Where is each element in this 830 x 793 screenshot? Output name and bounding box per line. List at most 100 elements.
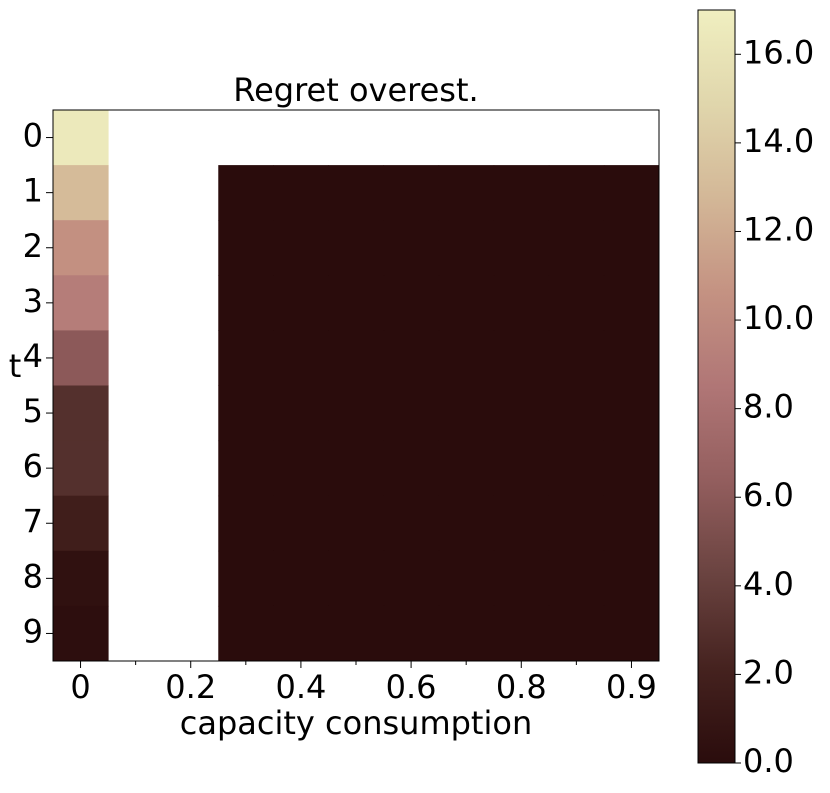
heatmap-cell	[438, 275, 495, 331]
heatmap-cell	[548, 220, 605, 276]
heatmap-cell	[603, 495, 660, 552]
heatmap-cell	[438, 330, 495, 386]
heatmap-cell	[273, 550, 329, 607]
heatmap-cell	[53, 385, 109, 442]
heatmap-cell	[53, 605, 109, 662]
heatmap-cell	[273, 495, 329, 552]
colorbar-tick-label: 2.0	[743, 653, 794, 691]
heatmap-cell	[53, 275, 109, 331]
heatmap-cell	[493, 330, 550, 386]
x-tick-label: 0.2	[165, 668, 216, 706]
heatmap-cell	[383, 220, 440, 276]
colorbar-tick-label: 12.0	[743, 210, 814, 248]
heatmap-cell	[548, 605, 605, 662]
heatmap-cell	[273, 275, 329, 331]
heatmap-cell	[218, 165, 274, 221]
heatmap-cell	[603, 330, 660, 386]
x-tick-label: 0.4	[275, 668, 326, 706]
heatmap-cell	[218, 495, 274, 552]
heatmap-cell	[273, 165, 329, 221]
heatmap-cell	[218, 605, 274, 662]
heatmap-cell	[218, 220, 274, 276]
y-tick-label: 3	[23, 282, 43, 320]
heatmap-cell	[218, 385, 274, 442]
heatmap-cell	[438, 495, 495, 552]
heatmap-cell	[493, 550, 550, 607]
heatmap-cell	[218, 440, 274, 497]
y-tick-label: 0	[23, 117, 43, 155]
heatmap-cell	[328, 385, 385, 442]
heatmap-cell	[383, 550, 440, 607]
y-tick-label: 6	[23, 447, 43, 485]
y-tick-label: 5	[23, 392, 43, 430]
heatmap-cell	[548, 440, 605, 497]
heatmap-cell	[493, 385, 550, 442]
x-tick-label: 0.6	[386, 668, 437, 706]
heatmap-cell	[603, 550, 660, 607]
y-tick-label: 4	[23, 337, 43, 375]
heatmap-cell	[493, 165, 550, 221]
x-axis-label: capacity consumption	[180, 704, 532, 742]
heatmap-cell	[328, 330, 385, 386]
heatmap-cell	[603, 385, 660, 442]
heatmap-cell	[493, 605, 550, 662]
heatmap-cell	[328, 275, 385, 331]
heatmap-cell	[548, 550, 605, 607]
heatmap-cell	[383, 275, 440, 331]
heatmap-cell	[53, 330, 109, 386]
heatmap-cell	[493, 440, 550, 497]
heatmap-cell	[493, 220, 550, 276]
heatmap-cell	[438, 440, 495, 497]
heatmap-cell	[603, 605, 660, 662]
chart-title: Regret overest.	[233, 71, 478, 109]
y-tick-label: 1	[23, 172, 43, 210]
heatmap-cell	[383, 440, 440, 497]
heatmap-cell	[548, 275, 605, 331]
y-tick-label: 9	[23, 612, 43, 650]
heatmap-cell	[493, 275, 550, 331]
heatmap-cell	[328, 495, 385, 552]
heatmap-cell	[383, 385, 440, 442]
heatmap-cell	[383, 605, 440, 662]
heatmap-cell	[383, 495, 440, 552]
heatmap-cell	[603, 165, 660, 221]
x-tick-label: 0	[70, 668, 90, 706]
heatmap-cell	[53, 220, 109, 276]
heatmap-cell	[273, 385, 329, 442]
colorbar-tick-label: 0.0	[743, 742, 794, 780]
heatmap-cell	[53, 165, 109, 221]
heatmap-cell	[438, 165, 495, 221]
heatmap-cell	[383, 330, 440, 386]
y-tick-label: 8	[23, 557, 43, 595]
y-axis-label: t	[9, 347, 22, 385]
heatmap-cell	[383, 165, 440, 221]
heatmap-cell	[53, 440, 109, 497]
heatmap-cell	[328, 165, 385, 221]
heatmap-cell	[218, 330, 274, 386]
heatmap-cell	[438, 550, 495, 607]
heatmap-cell	[603, 440, 660, 497]
heatmap-cell	[53, 495, 109, 552]
heatmap-cell	[548, 165, 605, 221]
heatmap-cell	[218, 275, 274, 331]
heatmap-cell	[53, 110, 109, 166]
heatmap-cell	[603, 220, 660, 276]
x-tick-label: 0.8	[496, 668, 547, 706]
heatmap-cell	[273, 605, 329, 662]
heatmap-cell	[273, 330, 329, 386]
colorbar-tick-label: 16.0	[743, 33, 814, 71]
y-tick-label: 7	[23, 502, 43, 540]
heatmap-cell	[328, 550, 385, 607]
heatmap-cell	[328, 440, 385, 497]
heatmap-cell	[53, 550, 109, 607]
heatmap-cell	[438, 605, 495, 662]
colorbar-tick-label: 6.0	[743, 476, 794, 514]
heatmap-cell	[328, 605, 385, 662]
colorbar	[697, 9, 736, 764]
colorbar-tick-label: 8.0	[743, 388, 794, 426]
heatmap-cell	[493, 495, 550, 552]
heatmap-cell	[218, 550, 274, 607]
heatmap-cell	[273, 440, 329, 497]
heatmap-cell	[438, 220, 495, 276]
